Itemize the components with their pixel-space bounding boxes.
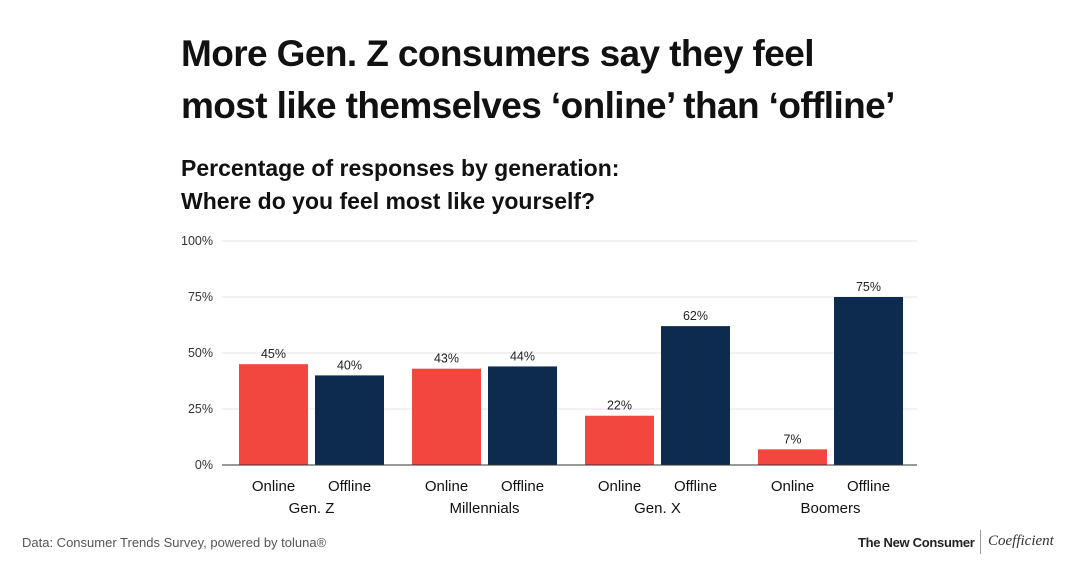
- category-label: Gen. Z: [289, 500, 335, 517]
- series-label: Online: [598, 478, 641, 495]
- y-tick-label: 0%: [195, 458, 213, 472]
- series-label: Offline: [847, 478, 890, 495]
- data-label: 43%: [434, 352, 459, 366]
- chart-title-line-2: most like themselves ‘online’ than ‘offl…: [181, 85, 895, 126]
- data-label: 62%: [683, 309, 708, 323]
- chart-title-line-1: More Gen. Z consumers say they feel: [181, 33, 815, 74]
- data-label: 40%: [337, 358, 362, 372]
- y-axis-tick-labels: 0% 25% 50% 75% 100%: [181, 234, 213, 472]
- data-source-note: Data: Consumer Trends Survey, powered by…: [22, 535, 327, 550]
- x-axis-labels: Online Offline Gen. Z Online Offline Millenni…: [252, 478, 890, 517]
- bar: [585, 415, 654, 465]
- bar: [488, 366, 557, 465]
- data-label: 22%: [607, 399, 632, 413]
- bar: [661, 326, 730, 465]
- data-label: 7%: [783, 432, 801, 446]
- bars: [239, 297, 903, 465]
- series-label: Offline: [328, 478, 371, 495]
- category-label: Gen. X: [634, 500, 681, 517]
- y-tick-label: 75%: [188, 290, 213, 304]
- series-label: Online: [425, 478, 468, 495]
- chart-subtitle-line-2: Where do you feel most like yourself?: [181, 188, 596, 214]
- partner-logo-text: Coefficient: [988, 533, 1054, 549]
- brand-logo-text: The New Consumer: [858, 535, 975, 550]
- series-label: Offline: [674, 478, 717, 495]
- data-label: 75%: [856, 280, 881, 294]
- y-tick-label: 50%: [188, 346, 213, 360]
- series-label: Offline: [501, 478, 544, 495]
- bar: [412, 368, 481, 465]
- bar: [834, 297, 903, 465]
- bar: [758, 449, 827, 465]
- chart-subtitle: Percentage of responses by generation: W…: [181, 152, 1041, 218]
- y-tick-label: 25%: [188, 402, 213, 416]
- value-labels: 45% 40% 43% 44% 22% 62% 7% 75%: [261, 280, 881, 446]
- y-tick-label: 100%: [181, 234, 213, 248]
- gridlines: [222, 240, 917, 410]
- series-label: Online: [252, 478, 295, 495]
- data-label: 44%: [510, 349, 535, 363]
- footer-divider: [980, 530, 981, 554]
- category-label: Millennials: [449, 500, 519, 517]
- bar: [315, 375, 384, 465]
- bar: [239, 364, 308, 465]
- category-label: Boomers: [800, 500, 860, 517]
- chart-subtitle-line-1: Percentage of responses by generation:: [181, 155, 620, 181]
- chart-title: More Gen. Z consumers say they feel most…: [181, 28, 1041, 132]
- data-label: 45%: [261, 347, 286, 361]
- series-label: Online: [771, 478, 814, 495]
